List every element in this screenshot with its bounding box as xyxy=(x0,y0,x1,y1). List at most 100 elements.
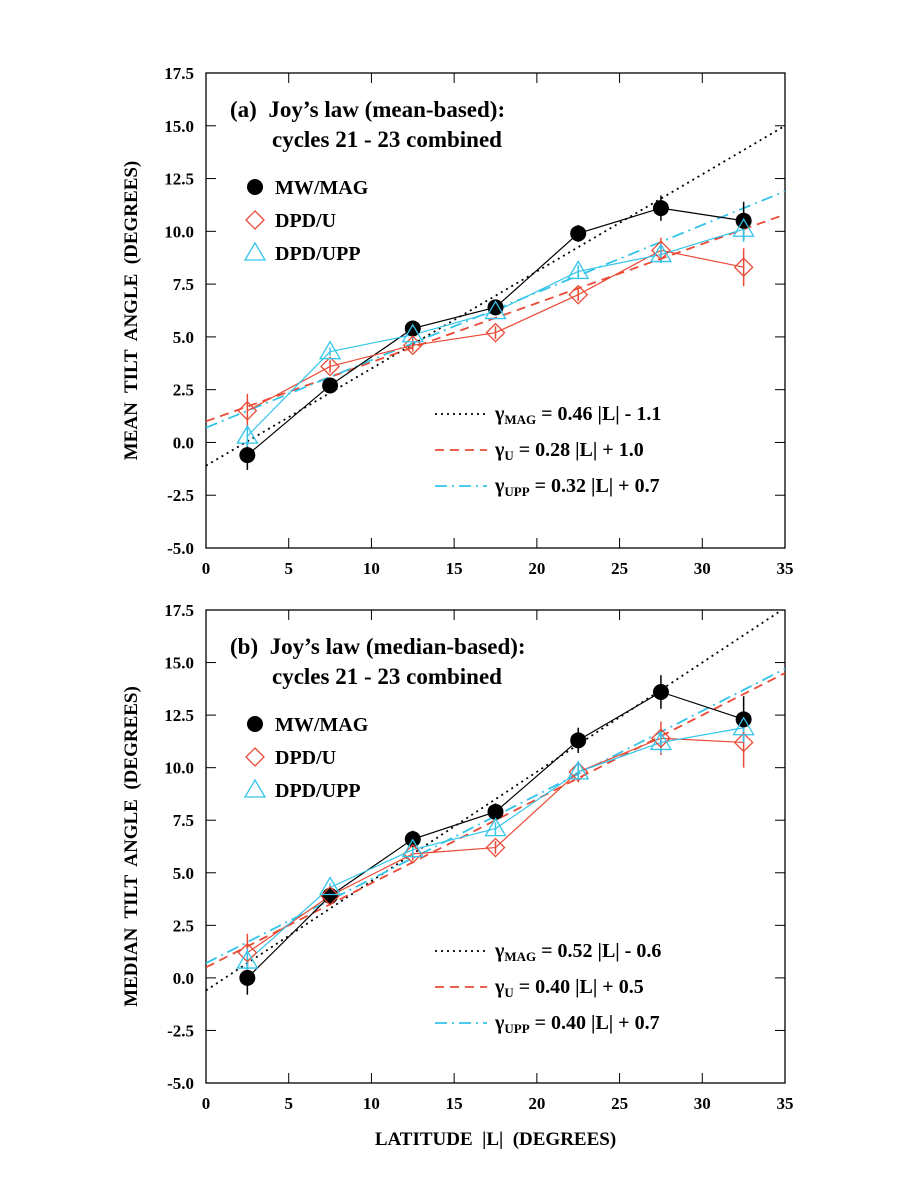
fit-equation: = 0.52 |L| - 0.6 xyxy=(536,940,661,962)
marker xyxy=(733,257,754,278)
marker xyxy=(735,711,752,728)
x-tick-label: 0 xyxy=(202,1094,211,1113)
legend-label: DPD/U xyxy=(275,210,336,232)
marker xyxy=(651,240,671,261)
legend-marker xyxy=(243,241,267,261)
fit-equation: = 0.46 |L| - 1.1 xyxy=(536,403,661,425)
marker xyxy=(322,887,339,904)
marker xyxy=(401,838,424,858)
y-tick-label: 2.5 xyxy=(173,916,194,935)
marker xyxy=(568,284,589,305)
fit-subscript: MAG xyxy=(504,412,536,427)
y-tick-label: 5.0 xyxy=(173,864,194,883)
fit-symbol: γ xyxy=(494,403,505,425)
marker xyxy=(652,200,669,217)
legend-marker xyxy=(245,747,265,767)
legend-label: γU = 0.28 |L| + 1.0 xyxy=(494,439,644,463)
fit-subscript: U xyxy=(504,448,514,463)
marker xyxy=(484,817,507,837)
x-tick-label: 30 xyxy=(694,1094,711,1113)
y-tick-label: 0.0 xyxy=(173,969,194,988)
marker xyxy=(322,377,339,394)
marker xyxy=(236,949,259,969)
fit-subscript: UPP xyxy=(504,1021,529,1036)
plot-frame xyxy=(205,609,786,1084)
marker xyxy=(485,837,506,858)
fit-line xyxy=(206,610,784,992)
x-tick-label: 25 xyxy=(611,1094,628,1113)
chart-title: (a) Joy’s law (mean-based): xyxy=(230,97,505,122)
x-tick-label: 5 xyxy=(284,559,293,578)
x-tick-label: 15 xyxy=(446,559,463,578)
fit-line xyxy=(206,213,785,423)
legend-label: γU = 0.40 |L| + 0.5 xyxy=(494,976,644,1000)
marker xyxy=(239,447,256,464)
x-tick-label: 35 xyxy=(777,1094,794,1113)
y-tick-label: -5.0 xyxy=(167,539,194,558)
marker xyxy=(732,217,755,237)
marker xyxy=(484,300,507,320)
marker xyxy=(568,761,589,782)
fit-subscript: UPP xyxy=(504,484,529,499)
legend-marker xyxy=(243,778,267,798)
legend-label: DPD/UPP xyxy=(275,780,361,802)
y-tick-label: 12.5 xyxy=(164,706,194,725)
marker xyxy=(487,299,504,316)
marker xyxy=(237,400,258,421)
legend-label: DPD/UPP xyxy=(275,243,361,265)
marker xyxy=(735,212,752,229)
y-tick-label: 10.0 xyxy=(164,759,194,778)
y-tick-label: 7.5 xyxy=(173,811,194,830)
x-tick-label: 0 xyxy=(202,559,211,578)
y-axis-label: MEDIAN TILT ANGLE (DEGREES) xyxy=(121,686,142,1007)
marker xyxy=(239,969,256,986)
marker xyxy=(733,732,754,753)
y-tick-label: 15.0 xyxy=(164,117,194,136)
fit-symbol: γ xyxy=(494,475,505,497)
y-tick-label: -2.5 xyxy=(167,486,194,505)
marker xyxy=(567,260,590,280)
x-axis-label: LATITUDE |L| (DEGREES) xyxy=(375,1129,616,1150)
fit-equation: = 0.32 |L| + 0.7 xyxy=(530,475,660,497)
fit-equation: = 0.40 |L| + 0.7 xyxy=(530,1012,660,1034)
y-tick-label: 7.5 xyxy=(173,275,194,294)
x-tick-label: 30 xyxy=(694,559,711,578)
marker xyxy=(318,876,342,896)
panel: -5.0 -2.5 0.0 2.5 5.0 7.5 10.0 12.5 15.0 17.5 0 5 10… xyxy=(121,601,794,1150)
legend-label: MW/MAG xyxy=(275,714,369,736)
y-tick-label: 17.5 xyxy=(164,601,194,620)
y-tick-label: 12.5 xyxy=(164,170,194,189)
y-tick-label: 0.0 xyxy=(173,433,194,452)
marker xyxy=(649,243,673,263)
marker xyxy=(320,885,340,906)
legend-marker xyxy=(247,179,263,195)
marker xyxy=(732,716,755,736)
y-tick-label: -5.0 xyxy=(167,1074,194,1093)
x-tick-label: 10 xyxy=(363,1094,380,1113)
marker xyxy=(318,340,342,360)
marker xyxy=(651,728,671,749)
fit-symbol: γ xyxy=(494,439,505,461)
chart-title: cycles 21 - 23 combined xyxy=(272,127,502,152)
x-tick-label: 10 xyxy=(363,559,380,578)
legend-label: MW/MAG xyxy=(275,177,369,199)
panel: -5.0 -2.5 0.0 2.5 5.0 7.5 10.0 12.5 15.0 17.5 0 5 10… xyxy=(121,64,794,578)
fit-line xyxy=(206,672,785,969)
x-tick-label: 15 xyxy=(446,1094,463,1113)
y-tick-label: 10.0 xyxy=(164,222,194,241)
fit-symbol: γ xyxy=(494,940,505,962)
x-tick-label: 20 xyxy=(528,559,545,578)
y-tick-label: 2.5 xyxy=(173,381,194,400)
marker xyxy=(649,731,673,751)
fit-subscript: U xyxy=(504,985,514,1000)
fit-equation: = 0.40 |L| + 0.5 xyxy=(514,976,644,998)
legend-label: DPD/U xyxy=(275,747,336,769)
y-tick-label: 17.5 xyxy=(164,64,194,83)
plot-frame xyxy=(205,72,786,549)
fit-line xyxy=(206,125,785,467)
y-axis-label: MEAN TILT ANGLE (DEGREES) xyxy=(121,161,142,461)
x-tick-label: 5 xyxy=(284,1094,293,1113)
x-tick-label: 25 xyxy=(611,559,628,578)
marker xyxy=(237,942,258,963)
